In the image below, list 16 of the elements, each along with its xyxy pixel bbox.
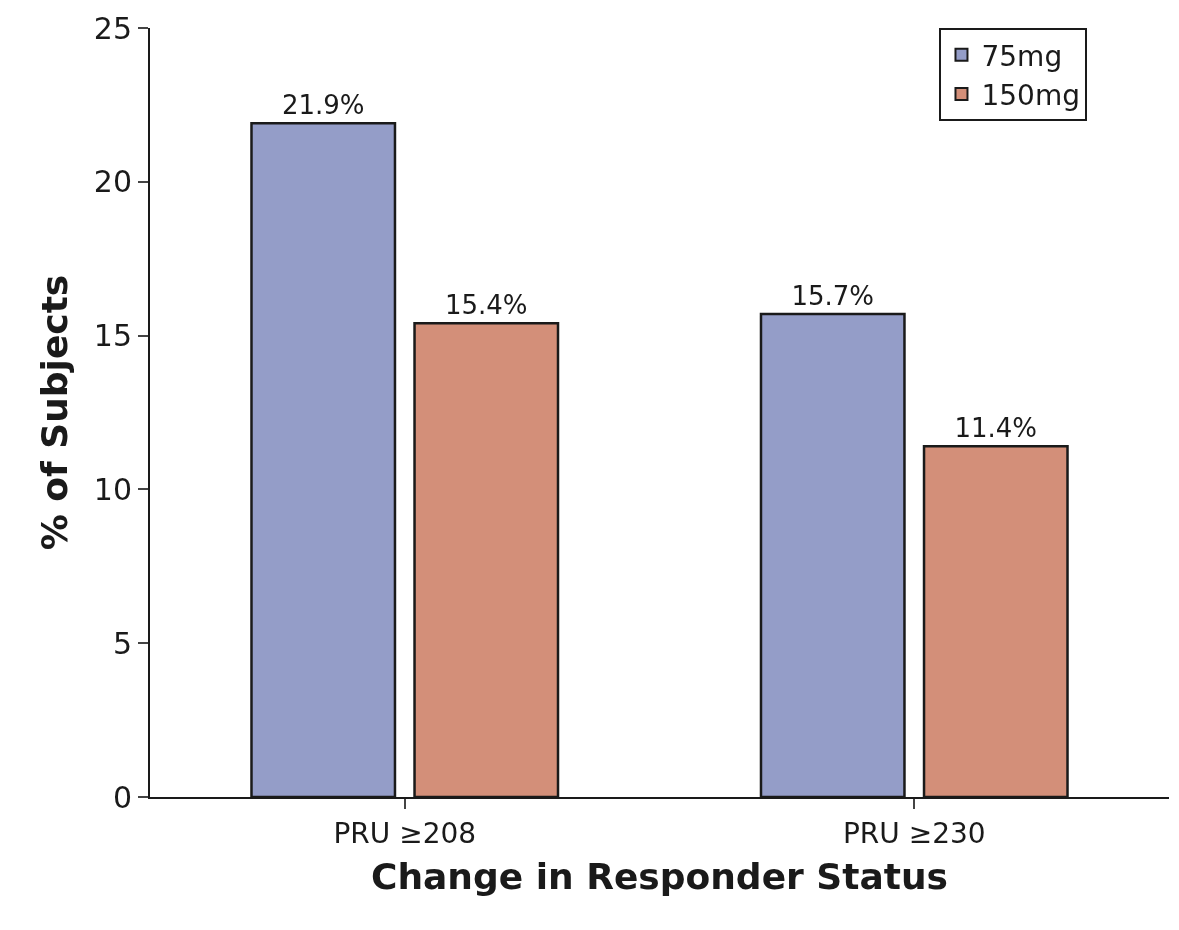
y-tick-label: 20: [93, 164, 132, 200]
y-tick-label: 25: [93, 10, 132, 46]
x-tick-label: PRU ≥208: [333, 816, 477, 850]
y-axis-title: % of Subjects: [34, 274, 76, 551]
data-label: 15.7%: [791, 281, 875, 312]
y-tick-label: 0: [112, 779, 132, 815]
x-axis-title: Change in Responder Status: [370, 855, 949, 897]
legend-label: 150mg: [981, 79, 1080, 113]
x-tick-label: PRU ≥230: [842, 816, 986, 850]
data-label: 11.4%: [954, 413, 1038, 444]
y-tick-label: 10: [93, 471, 132, 507]
legend-label: 75mg: [981, 39, 1063, 73]
data-label: 15.4%: [444, 290, 528, 321]
data-label: 21.9%: [281, 90, 365, 121]
y-tick-label: 5: [112, 625, 132, 661]
y-tick-label: 15: [93, 318, 132, 354]
